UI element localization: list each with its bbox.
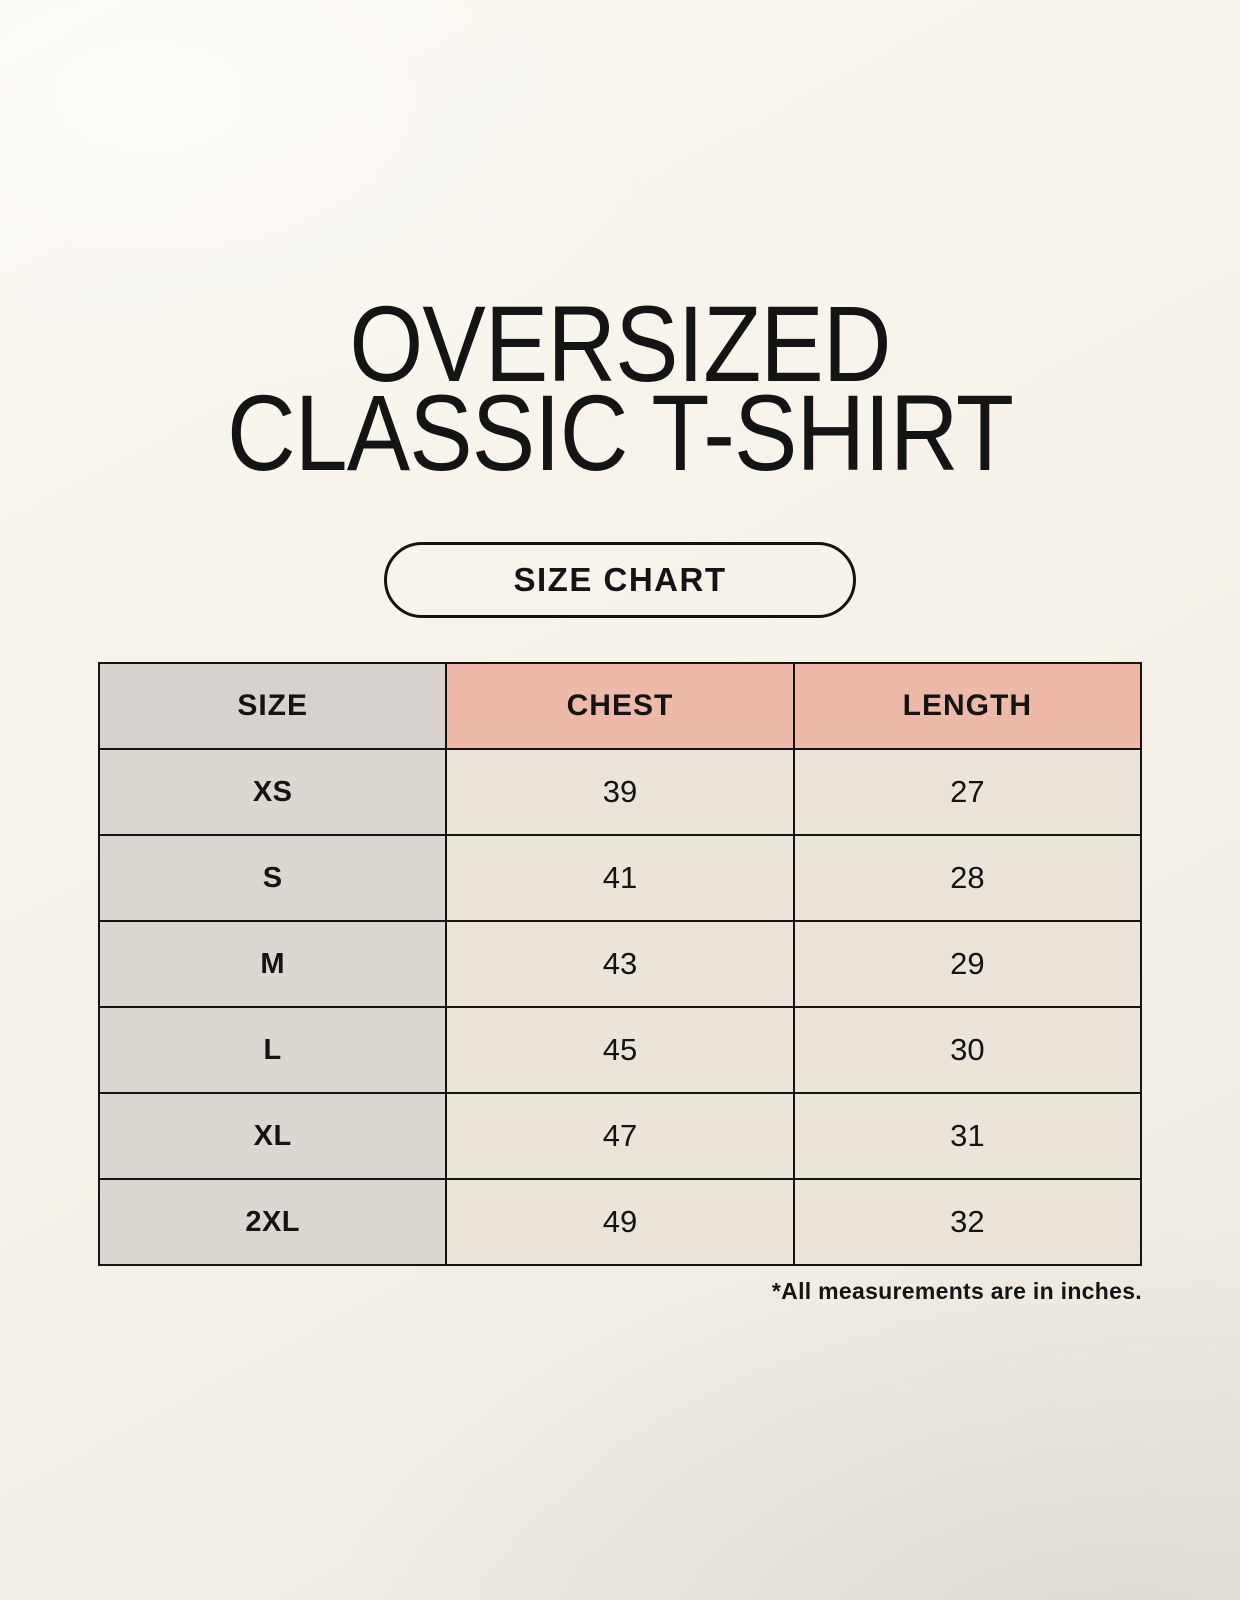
table-row: XS 39 27 <box>97 748 1143 836</box>
length-value-cell: 31 <box>792 1092 1143 1180</box>
chest-value-cell: 41 <box>445 834 795 922</box>
table-row: M 43 29 <box>97 920 1143 1008</box>
length-value-cell: 29 <box>792 920 1143 1008</box>
table-row: 2XL 49 32 <box>97 1178 1143 1266</box>
column-header-chest: CHEST <box>445 662 795 750</box>
product-title-line2: CLASSIC T-SHIRT <box>226 372 1014 493</box>
chest-value-cell: 47 <box>445 1092 795 1180</box>
size-cell: M <box>97 920 448 1008</box>
size-cell: 2XL <box>97 1178 448 1266</box>
chest-value-cell: 45 <box>445 1006 795 1094</box>
size-chart-button[interactable]: SIZE CHART <box>384 542 856 618</box>
table-row: S 41 28 <box>97 834 1143 922</box>
length-value-cell: 27 <box>792 748 1143 836</box>
measurements-footnote: *All measurements are in inches. <box>771 1278 1142 1304</box>
product-title: OVERSIZED CLASSIC T-SHIRT <box>74 283 1165 493</box>
column-header-length: LENGTH <box>792 662 1143 750</box>
length-value-cell: 30 <box>792 1006 1143 1094</box>
chest-value-cell: 39 <box>445 748 795 836</box>
size-cell: S <box>97 834 448 922</box>
header-row: SIZE CHEST LENGTH <box>97 662 1143 750</box>
table-row: L 45 30 <box>97 1006 1143 1094</box>
table-row: XL 47 31 <box>97 1092 1143 1180</box>
chest-value-cell: 49 <box>445 1178 795 1266</box>
size-chart-button-label: SIZE CHART <box>513 561 727 598</box>
product-title-line1: OVERSIZED <box>349 283 891 404</box>
chest-value-cell: 43 <box>445 920 795 1008</box>
size-cell: XS <box>97 748 448 836</box>
length-value-cell: 28 <box>792 834 1143 922</box>
size-cell: XL <box>97 1092 448 1180</box>
length-value-cell: 32 <box>792 1178 1143 1266</box>
size-table-body: XS 39 27 S 41 28 M 43 29 L 45 30 XL 47 31 2XL 49 32 <box>97 748 1143 1266</box>
column-header-size: SIZE <box>97 662 448 750</box>
size-chart-table: SIZE CHEST LENGTH XS 39 27 S 41 28 M 43 29 L 45 30 X… <box>97 662 1143 1266</box>
size-cell: L <box>97 1006 448 1094</box>
